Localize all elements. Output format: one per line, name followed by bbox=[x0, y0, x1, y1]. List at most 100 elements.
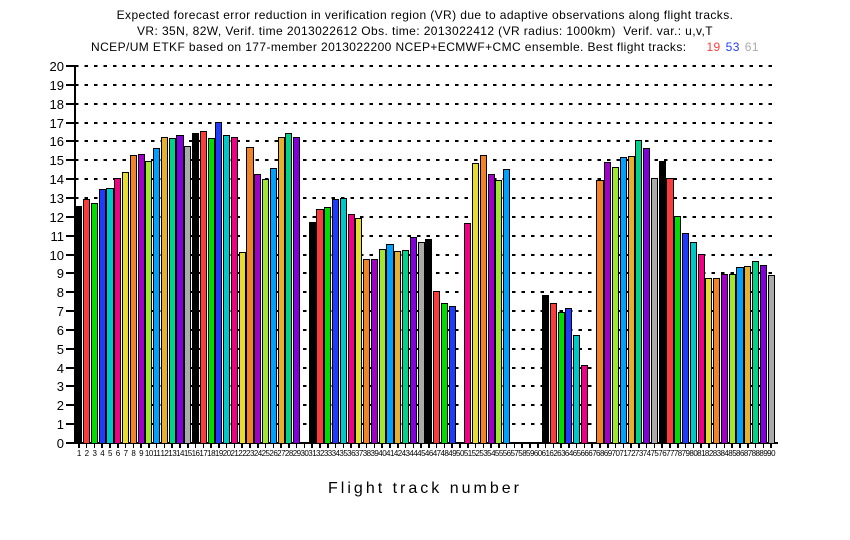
y-tick-12 bbox=[66, 215, 74, 218]
bar-track-7 bbox=[121, 172, 130, 443]
bar-track-48 bbox=[440, 302, 449, 443]
bar-track-26 bbox=[269, 167, 277, 443]
x-tick-4 bbox=[101, 444, 103, 448]
bar-track-51 bbox=[464, 223, 472, 443]
bar-track-18 bbox=[207, 137, 215, 443]
x-tick-label-26: 26 bbox=[269, 449, 278, 458]
x-tick-label-78: 78 bbox=[673, 449, 682, 458]
x-tick-label-39: 39 bbox=[370, 449, 379, 458]
bar-track-6 bbox=[114, 178, 122, 443]
y-tick-1 bbox=[66, 423, 74, 426]
x-tick-label-89: 89 bbox=[759, 449, 768, 458]
x-tick-21 bbox=[233, 444, 236, 448]
bar-track-56 bbox=[503, 168, 511, 443]
x-tick-90 bbox=[770, 444, 772, 448]
y-tick-label-20: 20 bbox=[49, 59, 64, 74]
x-tick-30 bbox=[303, 444, 306, 448]
y-tick-label-10: 10 bbox=[49, 247, 64, 263]
x-tick-23 bbox=[249, 444, 251, 448]
bar-track-76 bbox=[658, 161, 666, 443]
chart-title-line-2: VR: 35N, 82W, Verif. time 2013022612 Obs… bbox=[137, 24, 713, 38]
x-tick-1 bbox=[78, 444, 80, 448]
y-tick-14 bbox=[66, 178, 74, 181]
x-tick-5 bbox=[109, 444, 111, 448]
bar-track-2 bbox=[83, 198, 91, 443]
bar-track-46 bbox=[425, 239, 433, 443]
y-tick-3 bbox=[66, 385, 74, 388]
x-tick-17 bbox=[202, 444, 205, 448]
bar-track-88 bbox=[751, 261, 760, 443]
gridline-y-2 bbox=[75, 404, 775, 407]
y-tick-2 bbox=[66, 404, 74, 407]
x-tick-label-17: 17 bbox=[199, 449, 208, 458]
x-tick-label-40: 40 bbox=[378, 449, 387, 458]
x-tick-33 bbox=[327, 444, 329, 448]
x-tick-label-46: 46 bbox=[424, 449, 433, 458]
x-tick-86 bbox=[739, 444, 741, 448]
x-tick-40 bbox=[381, 444, 383, 448]
x-tick-39 bbox=[373, 444, 376, 448]
x-tick-31 bbox=[311, 444, 313, 448]
gridline-y-3 bbox=[75, 385, 775, 388]
x-tick-label-83: 83 bbox=[712, 449, 721, 458]
y-tick-9 bbox=[66, 272, 74, 275]
x-tick-29 bbox=[295, 444, 298, 448]
bar-track-14 bbox=[176, 134, 184, 443]
x-tick-7 bbox=[124, 444, 127, 448]
bar-track-71 bbox=[619, 157, 627, 443]
bar-track-22 bbox=[238, 251, 246, 443]
bar-track-80 bbox=[689, 242, 697, 443]
x-tick-87 bbox=[747, 444, 749, 448]
bar-track-32 bbox=[316, 209, 324, 443]
gridline-y-7 bbox=[75, 310, 775, 313]
x-tick-label-25: 25 bbox=[261, 449, 270, 458]
bar-track-35 bbox=[339, 197, 347, 443]
y-tick-label-1: 1 bbox=[56, 417, 64, 433]
y-tick-16 bbox=[66, 140, 74, 143]
x-tick-label-43: 43 bbox=[401, 449, 410, 458]
bar-track-53 bbox=[479, 155, 487, 443]
x-tick-24 bbox=[257, 444, 259, 448]
bar-track-75 bbox=[650, 178, 659, 443]
gridline-y-17 bbox=[75, 121, 775, 124]
y-tick-label-17: 17 bbox=[49, 115, 64, 131]
x-tick-49 bbox=[451, 444, 453, 448]
bar-track-4 bbox=[98, 189, 106, 443]
x-tick-label-45: 45 bbox=[417, 449, 426, 458]
x-axis-title: Flight track number bbox=[328, 480, 522, 497]
x-tick-63 bbox=[560, 444, 562, 448]
gridline-y-14 bbox=[75, 178, 775, 181]
x-tick-76 bbox=[661, 444, 663, 448]
x-tick-label-41: 41 bbox=[386, 449, 394, 458]
x-tick-label-20: 20 bbox=[222, 449, 231, 458]
x-tick-48 bbox=[443, 444, 446, 448]
x-tick-label-2: 2 bbox=[84, 449, 89, 458]
x-tick-78 bbox=[677, 444, 679, 448]
x-tick-label-12: 12 bbox=[160, 449, 169, 458]
gridline-y-12 bbox=[75, 215, 775, 218]
x-tick-88 bbox=[754, 444, 757, 448]
x-tick-52 bbox=[474, 444, 477, 448]
x-tick-32 bbox=[319, 444, 321, 448]
bar-track-34 bbox=[331, 198, 340, 443]
x-tick-label-47: 47 bbox=[432, 449, 441, 458]
x-tick-13 bbox=[171, 444, 173, 448]
gridline-y-6 bbox=[75, 328, 775, 331]
x-tick-label-18: 18 bbox=[207, 449, 216, 458]
x-tick-label-19: 19 bbox=[214, 449, 223, 458]
y-tick-11 bbox=[66, 234, 74, 237]
x-tick-label-13: 13 bbox=[168, 449, 177, 458]
x-tick-62 bbox=[552, 444, 555, 448]
x-tick-59 bbox=[529, 444, 531, 448]
x-tick-label-30: 30 bbox=[300, 449, 309, 458]
x-tick-66 bbox=[583, 444, 586, 448]
x-tick-47 bbox=[435, 444, 438, 448]
x-tick-16 bbox=[194, 444, 197, 448]
bar-track-90 bbox=[767, 275, 775, 443]
x-tick-label-85: 85 bbox=[728, 449, 737, 458]
x-tick-46 bbox=[428, 444, 430, 448]
y-tick-label-13: 13 bbox=[49, 190, 64, 206]
x-tick-26 bbox=[272, 444, 275, 448]
x-tick-72 bbox=[630, 444, 632, 448]
bar-track-17 bbox=[199, 130, 207, 443]
